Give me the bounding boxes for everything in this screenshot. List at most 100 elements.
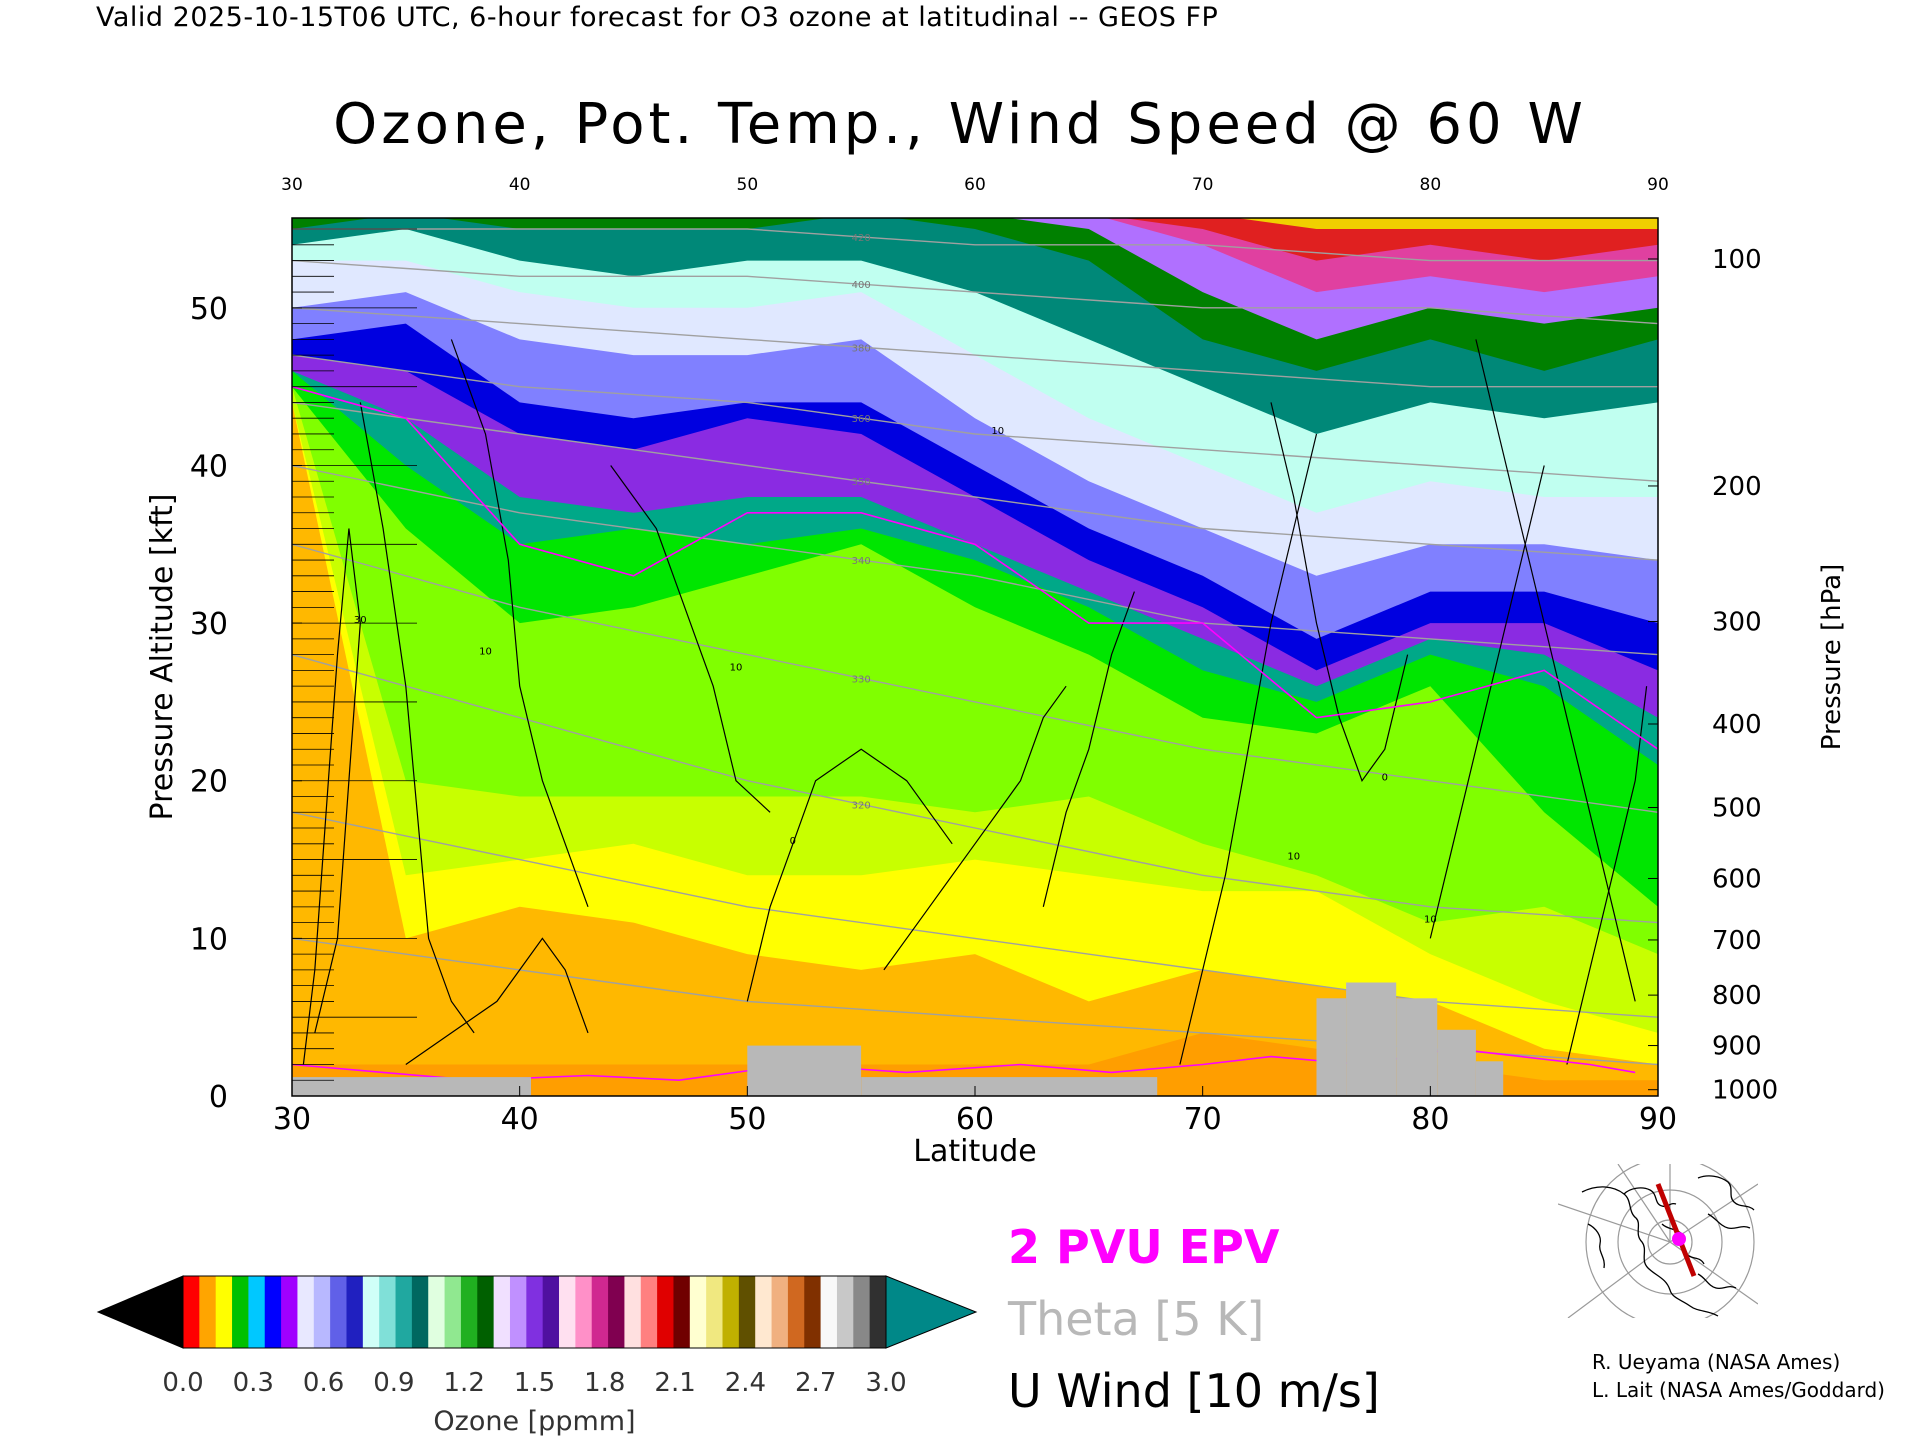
theta-contour-line	[292, 228, 1658, 262]
colorbar-swatch	[787, 1276, 805, 1348]
colorbar-under-arrow	[96, 1275, 184, 1349]
colorbar-swatch	[411, 1276, 429, 1348]
epv-contour-path	[292, 385, 1658, 750]
colorbar-swatch	[248, 1276, 266, 1348]
colorbar-swatch	[493, 1276, 511, 1348]
u-wind-contour-label: 0	[1382, 773, 1388, 784]
u-wind-contour-line	[302, 528, 361, 1065]
terrain-block	[1316, 998, 1347, 1096]
pressure-tick-label: 1000	[1712, 1076, 1778, 1106]
credit-line-2: L. Lait (NASA Ames/Goddard)	[1592, 1378, 1885, 1402]
colorbar-swatch	[624, 1276, 642, 1348]
colorbar-swatch	[673, 1276, 691, 1348]
colorbar-swatch	[313, 1276, 331, 1348]
ozone-band-light-orange	[292, 402, 1658, 1096]
theta-contour-label: 330	[852, 674, 871, 685]
u-wind-contour-line	[1475, 339, 1636, 1002]
colorbar-swatch	[608, 1276, 626, 1348]
x-tick-label: 70	[1184, 1102, 1222, 1137]
colorbar-tick-label: 2.1	[654, 1368, 695, 1398]
colorbar-swatch	[542, 1276, 560, 1348]
x-tick-label: 80	[1411, 1102, 1449, 1137]
colorbar-tick-label: 0.9	[373, 1368, 414, 1398]
u-wind-contour-line	[1566, 686, 1648, 1065]
pressure-tick-label: 400	[1712, 710, 1762, 740]
map-graticule	[1558, 1164, 1758, 1318]
colorbar-swatch	[428, 1276, 446, 1348]
terrain-block	[1346, 982, 1397, 1096]
u-wind-contour-line	[359, 402, 475, 1034]
x-top-tick-label: 60	[964, 175, 986, 195]
theta-contour-label: 420	[852, 233, 871, 244]
colorbar-swatch	[330, 1276, 348, 1348]
u-wind-contour-line	[1042, 591, 1135, 907]
colorbar-tick-label: 1.8	[584, 1368, 625, 1398]
epv-2pvu-contour	[292, 385, 1658, 1082]
pressure-tick-label: 700	[1712, 926, 1762, 956]
pressure-tick-label: 200	[1712, 472, 1762, 502]
colorbar-swatch	[771, 1276, 789, 1348]
colorbar-swatch	[738, 1276, 756, 1348]
colorbar-swatch	[869, 1276, 887, 1348]
ozone-bands	[292, 218, 1658, 1096]
pressure-tick-label: 500	[1712, 794, 1762, 824]
y-tick-label: 10	[190, 922, 228, 957]
y-tick-label: 0	[209, 1080, 228, 1115]
u-wind-contour-line	[610, 465, 771, 813]
terrain-block	[1475, 1061, 1504, 1096]
theta-contour-label: 320	[852, 800, 871, 811]
colorbar-label: Ozone [ppmm]	[433, 1406, 635, 1437]
theta-contour-line	[292, 307, 1658, 388]
theta-contour-label: 350	[852, 477, 871, 488]
x-tick-label: 30	[273, 1102, 311, 1137]
colorbar-swatch	[804, 1276, 822, 1348]
u-wind-contour-label: 30	[354, 615, 367, 626]
x-top-tick-label: 50	[737, 175, 759, 195]
colorbar-swatch	[820, 1276, 838, 1348]
pressure-tick-label: 900	[1712, 1032, 1762, 1062]
u-wind-contours: 30 10 10 0 10 10 10 0	[302, 339, 1648, 1065]
colorbar-swatch	[460, 1276, 478, 1348]
colorbar-swatch	[215, 1276, 233, 1348]
colorbar-swatch	[640, 1276, 658, 1348]
x-top-tick-label: 30	[281, 175, 303, 195]
terrain-block	[1396, 998, 1438, 1096]
colorbar-swatch	[362, 1276, 380, 1348]
u-wind-contour-line	[450, 339, 589, 908]
x-tick-label: 90	[1639, 1102, 1677, 1137]
colorbar-swatch	[297, 1276, 315, 1348]
colorbar-tick-label: 0.3	[233, 1368, 274, 1398]
colorbar-swatch	[509, 1276, 527, 1348]
legend-u-wind-label: U Wind [10 m/s]	[1008, 1364, 1380, 1418]
y-tick-label: 20	[190, 765, 228, 800]
colorbar-swatch	[281, 1276, 299, 1348]
legend-theta-label: Theta [5 K]	[1008, 1292, 1265, 1346]
theta-contour-line	[292, 464, 1658, 656]
x-tick-label: 60	[956, 1102, 994, 1137]
u-wind-contour-label: 0	[790, 836, 796, 847]
colorbar-swatch	[591, 1276, 609, 1348]
u-wind-contour-label: 10	[991, 426, 1004, 437]
colorbar-swatch	[199, 1276, 217, 1348]
colorbar-swatch	[477, 1276, 495, 1348]
theta-contour-label: 340	[852, 556, 871, 567]
colorbar-tick-label: 2.4	[725, 1368, 766, 1398]
colorbar-tick-label: 1.2	[444, 1368, 485, 1398]
y-tick-label: 30	[190, 607, 228, 642]
colorbar-swatch	[559, 1276, 576, 1348]
ozone-colorbar: 0.0 0.3 0.6 0.9 1.2 1.5 1.8 2.1 2.4 2.7 3.0 Ozone […	[96, 1275, 978, 1437]
theta-contour-label: 360	[852, 414, 871, 425]
colorbar-swatch	[379, 1276, 397, 1348]
colorbar-swatch	[689, 1276, 707, 1348]
u-wind-contour-line	[1270, 402, 1409, 782]
u-wind-contour-label: 10	[730, 662, 743, 673]
terrain-block	[292, 1077, 531, 1096]
colorbar-swatch	[395, 1276, 413, 1348]
colorbar-swatch	[264, 1276, 282, 1348]
colorbar-tick-label: 0.6	[303, 1368, 344, 1398]
colorbar-swatch	[232, 1276, 249, 1348]
pressure-tick-label: 100	[1712, 245, 1762, 275]
x-top-tick-label: 80	[1420, 175, 1442, 195]
